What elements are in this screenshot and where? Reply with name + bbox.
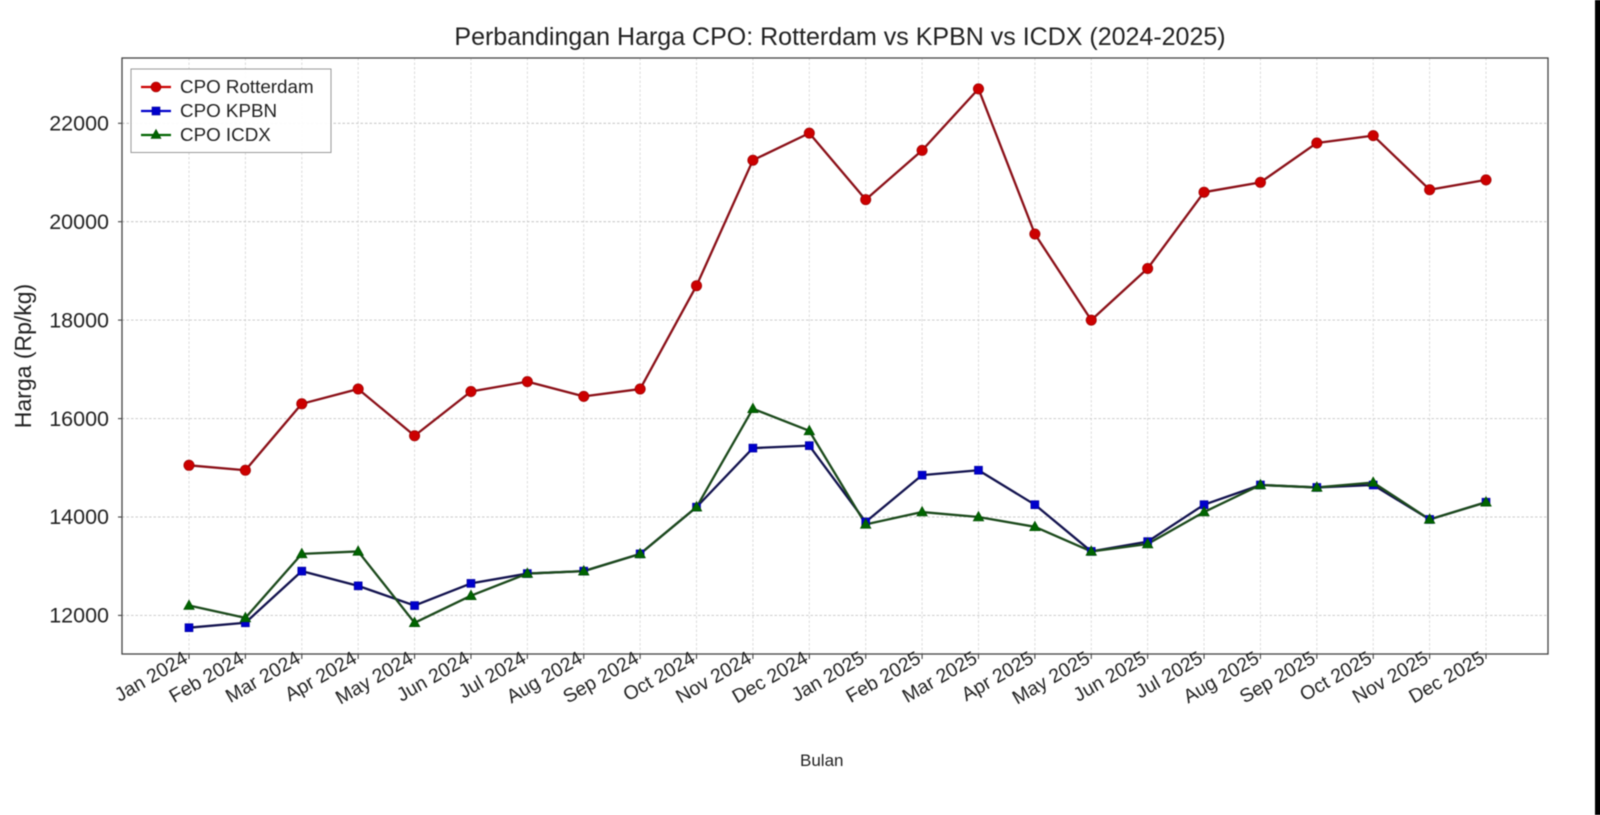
svg-text:CPO ICDX: CPO ICDX (180, 124, 271, 145)
svg-text:16000: 16000 (49, 407, 109, 431)
svg-text:CPO Rotterdam: CPO Rotterdam (180, 76, 314, 97)
svg-text:12000: 12000 (49, 604, 109, 628)
svg-text:14000: 14000 (49, 505, 109, 529)
svg-text:20000: 20000 (49, 210, 109, 234)
svg-text:18000: 18000 (49, 308, 109, 332)
svg-text:CPO KPBN: CPO KPBN (180, 100, 277, 121)
svg-text:22000: 22000 (49, 112, 109, 136)
